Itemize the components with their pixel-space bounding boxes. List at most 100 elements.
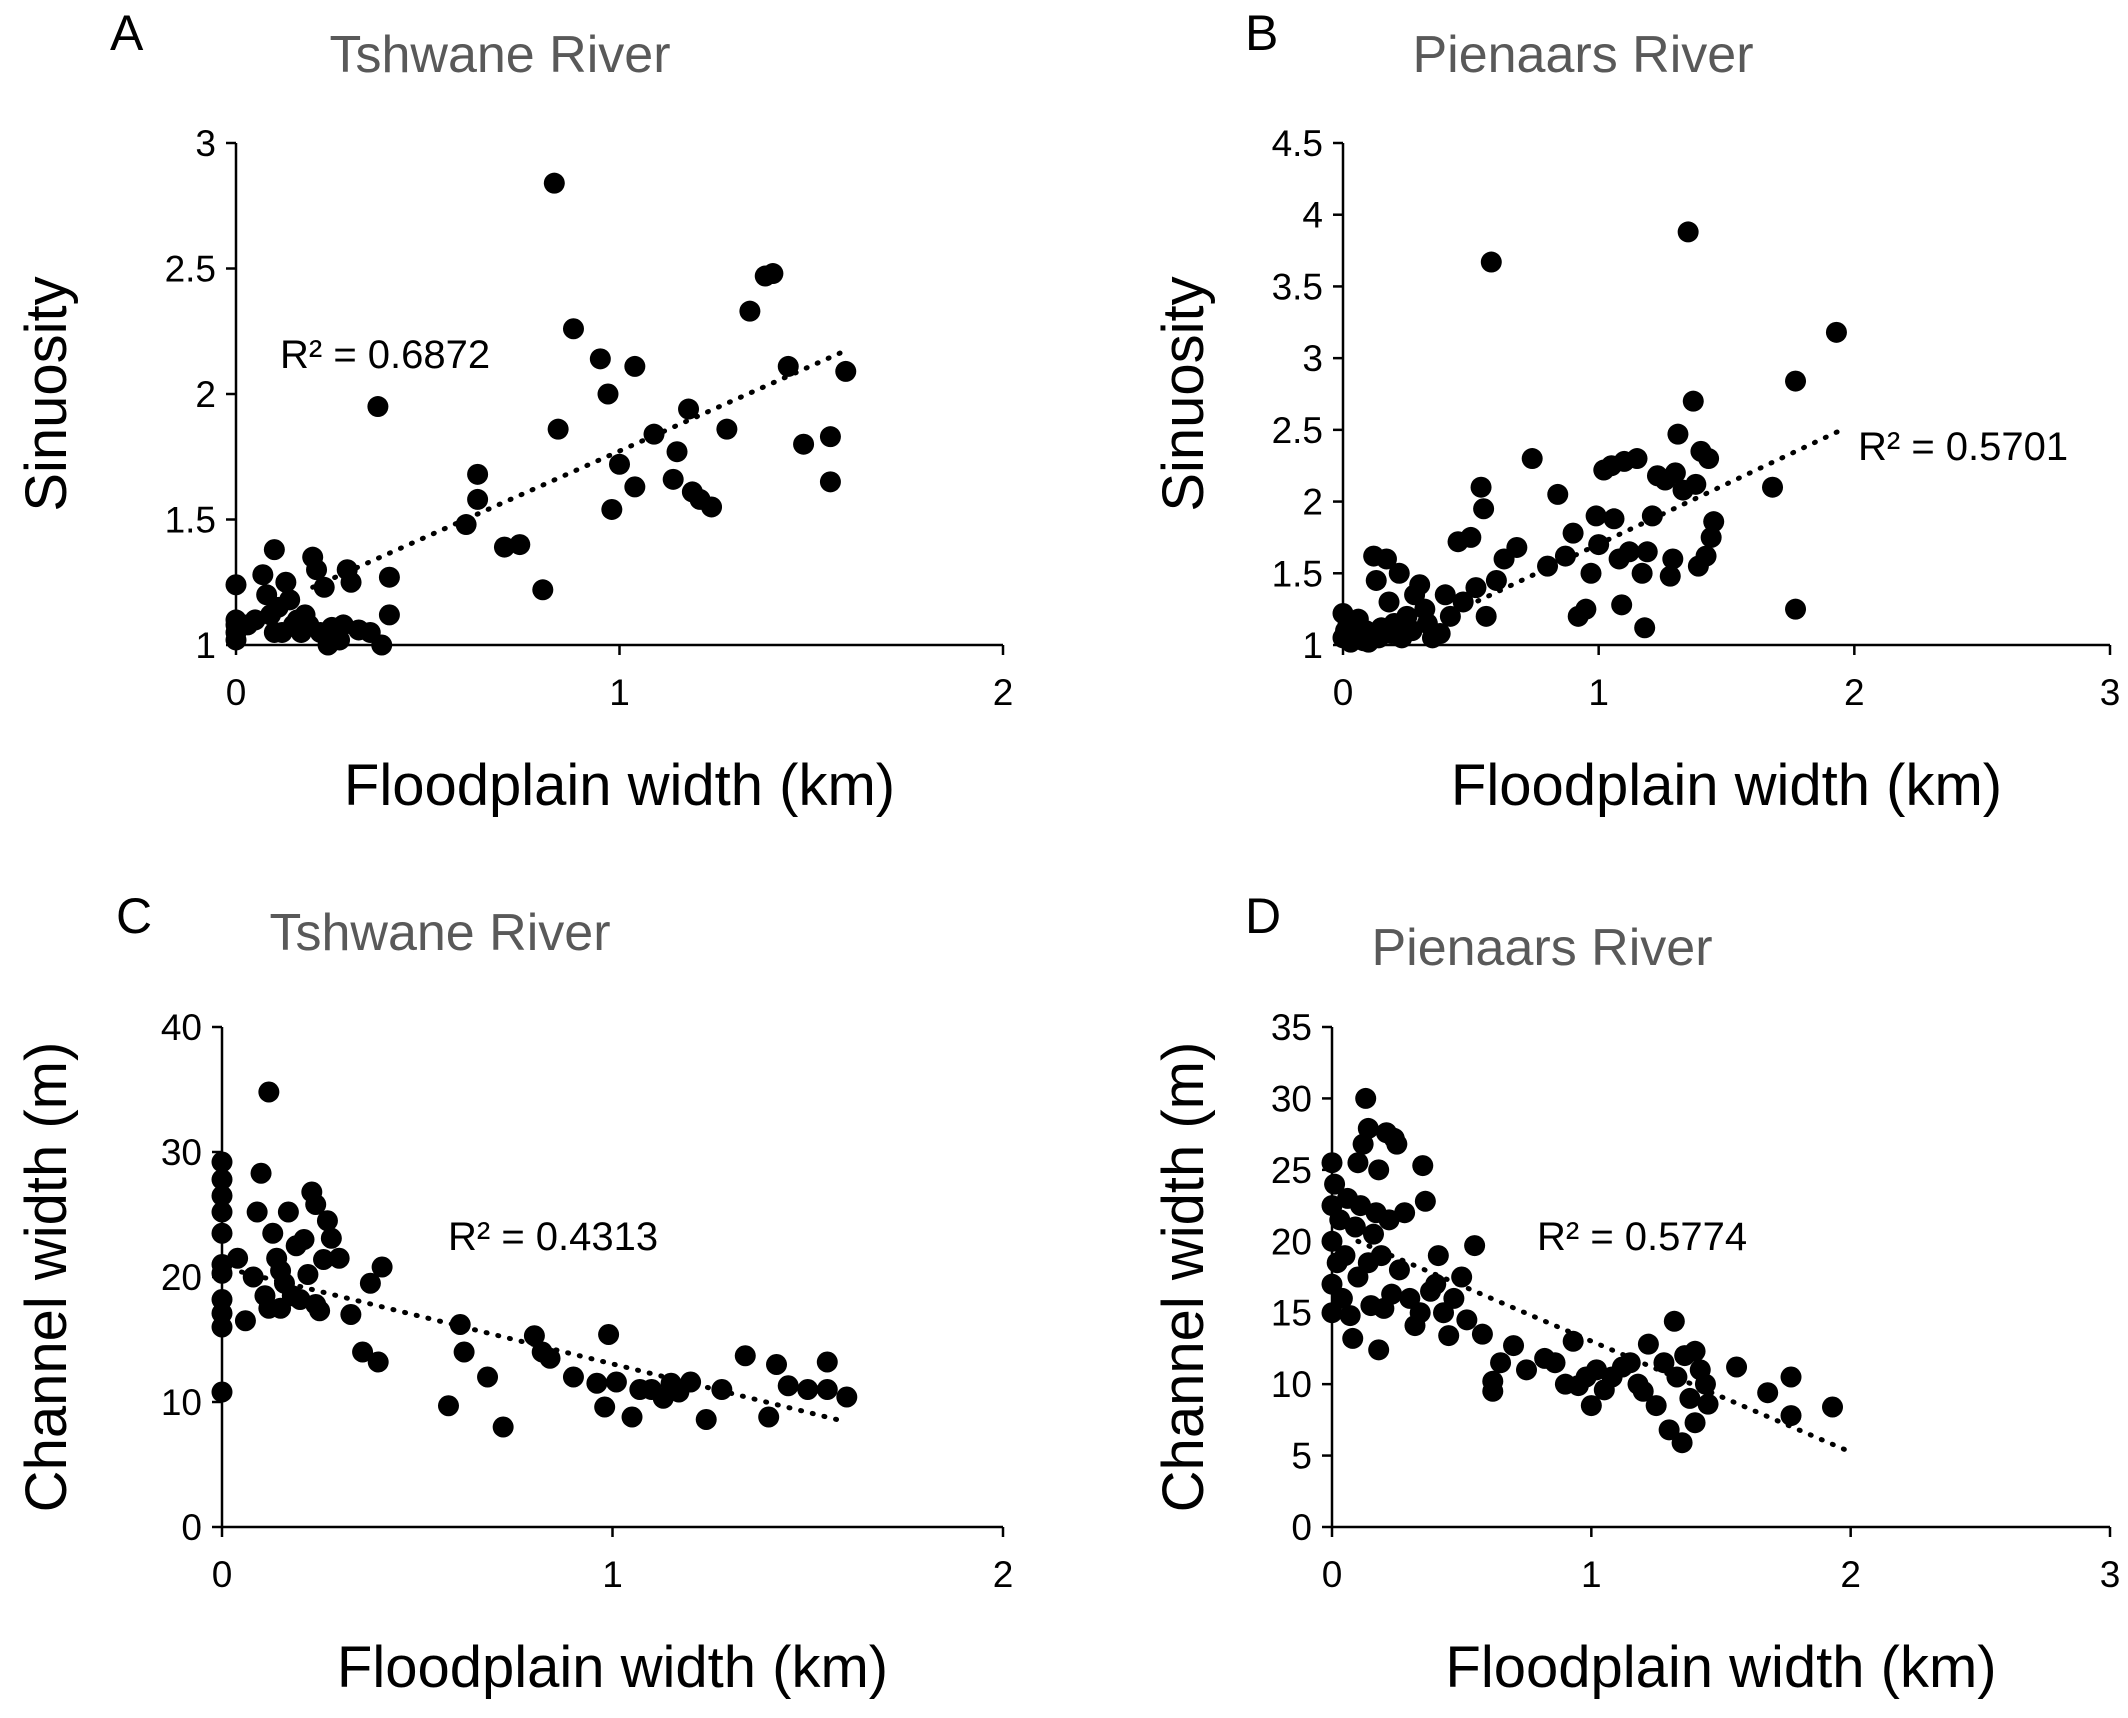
chart-b-point <box>1659 565 1681 587</box>
chart-b-point <box>1521 448 1543 470</box>
chart-b-point <box>1473 498 1495 520</box>
chart-c-point <box>313 1249 335 1270</box>
chart-a-point <box>835 360 857 382</box>
chart-d-panel-label: D <box>1245 888 1281 944</box>
chart-d-point <box>1697 1393 1719 1415</box>
chart-c-point <box>816 1351 838 1373</box>
chart-d-x-tick-label: 3 <box>2100 1554 2121 1595</box>
chart-b-point <box>1439 605 1461 627</box>
chart-d-point <box>1671 1432 1693 1454</box>
chart-d-point <box>1344 1216 1366 1238</box>
chart-d-point <box>1632 1380 1654 1402</box>
chart-b-y-tick-label: 4 <box>1302 195 1323 236</box>
chart-c: 0 10 20 30 40 0 1 2 Floodplain width (km) Channel… <box>14 888 1013 1700</box>
chart-a-point <box>589 348 611 370</box>
chart-d-y-tick-label: 0 <box>1291 1507 1312 1548</box>
chart-d-y-tick-label: 35 <box>1271 1007 1312 1048</box>
chart-b-point <box>1470 476 1492 498</box>
chart-a-point <box>547 418 569 440</box>
chart-b-point <box>1667 423 1689 445</box>
chart-d-point <box>1666 1366 1688 1388</box>
chart-b-point <box>1611 594 1633 616</box>
chart-c-y-tick-label: 0 <box>181 1507 202 1548</box>
chart-a-point <box>624 476 646 498</box>
chart-d-point <box>1471 1323 1493 1345</box>
chart-d-point <box>1780 1366 1802 1388</box>
chart-d-point <box>1544 1352 1566 1374</box>
chart-c-panel-label: C <box>116 888 152 944</box>
chart-b-point <box>1636 541 1658 563</box>
chart-b-y-tick-label: 2 <box>1302 482 1323 523</box>
chart-d-point <box>1368 1339 1390 1361</box>
chart-d-point <box>1425 1273 1447 1295</box>
chart-d-point <box>1503 1335 1525 1357</box>
chart-d-point <box>1339 1305 1361 1327</box>
chart-c-y-tick-label: 40 <box>161 1007 202 1048</box>
chart-c-point <box>211 1381 233 1403</box>
chart-a-point <box>562 318 584 340</box>
chart-d-point <box>1619 1352 1641 1374</box>
chart-b-y-axis-label: Sinuosity <box>1151 276 1216 511</box>
chart-b-point <box>1480 251 1502 273</box>
chart-c-point <box>316 1210 338 1232</box>
chart-a-point <box>777 355 799 377</box>
chart-b-point <box>1429 623 1451 645</box>
chart-a-point <box>819 471 841 493</box>
chart-c-x-tick-label: 0 <box>212 1554 233 1595</box>
chart-d-point <box>1321 1152 1343 1174</box>
chart-b-point <box>1634 617 1656 639</box>
chart-b-point <box>1785 370 1807 392</box>
chart-a-point <box>597 383 619 405</box>
chart-c-point <box>492 1416 514 1438</box>
chart-d-point <box>1368 1159 1390 1181</box>
chart-a-point <box>371 634 393 656</box>
chart-d: 0 5 10 15 20 25 30 35 0 1 2 3 Floodplain width (km) C… <box>1151 888 2120 1700</box>
chart-a-point <box>225 574 247 596</box>
chart-a-point <box>739 300 761 322</box>
chart-a-point <box>701 496 723 518</box>
chart-d-point <box>1342 1327 1364 1349</box>
chart-a-y-tick-label: 2.5 <box>165 249 216 290</box>
chart-c-point <box>539 1347 561 1369</box>
chart-c-point <box>777 1375 799 1397</box>
chart-d-point <box>1331 1287 1353 1309</box>
chart-a-y-axis-label: Sinuosity <box>14 276 79 511</box>
chart-c-point <box>242 1266 264 1288</box>
chart-d-point <box>1409 1302 1431 1324</box>
chart-d-r2-annotation: R² = 0.5774 <box>1537 1215 1747 1259</box>
chart-a-point <box>543 172 565 194</box>
chart-b-point <box>1588 534 1610 556</box>
chart-c-y-tick-label: 10 <box>161 1382 202 1423</box>
chart-c-point <box>211 1201 233 1223</box>
chart-d-point <box>1726 1356 1748 1378</box>
chart-d-point <box>1394 1202 1416 1224</box>
chart-b-point <box>1677 221 1699 243</box>
chart-d-point <box>1321 1230 1343 1252</box>
chart-c-point <box>320 1227 342 1249</box>
chart-a-point <box>378 604 400 626</box>
chart-d-point <box>1443 1287 1465 1309</box>
chart-b-y-tick-label: 3 <box>1302 338 1323 379</box>
chart-c-r2-annotation: R² = 0.4313 <box>448 1215 658 1259</box>
chart-d-point <box>1456 1309 1478 1331</box>
chart-d-point <box>1822 1396 1844 1418</box>
chart-b-point <box>1460 526 1482 548</box>
chart-d-point <box>1324 1173 1346 1195</box>
chart-d-x-tick-label: 0 <box>1322 1554 1343 1595</box>
chart-d-point <box>1684 1412 1706 1434</box>
chart-c-point <box>211 1169 233 1190</box>
chart-a-point <box>467 463 489 485</box>
chart-b-title: Pienaars River <box>1412 26 1753 84</box>
chart-a-x-axis-label: Floodplain width (km) <box>344 753 895 818</box>
chart-d-point <box>1645 1395 1667 1417</box>
chart-d-point <box>1355 1087 1377 1109</box>
chart-b-point <box>1631 562 1653 584</box>
chart-b-point <box>1641 505 1663 527</box>
chart-a-point <box>275 571 297 593</box>
chart-c-x-tick-label: 1 <box>602 1554 623 1595</box>
chart-d-point <box>1658 1419 1680 1441</box>
chart-c-point <box>586 1372 608 1394</box>
chart-b-point <box>1785 598 1807 620</box>
chart-b-point <box>1825 321 1847 343</box>
chart-c-point <box>594 1396 616 1418</box>
